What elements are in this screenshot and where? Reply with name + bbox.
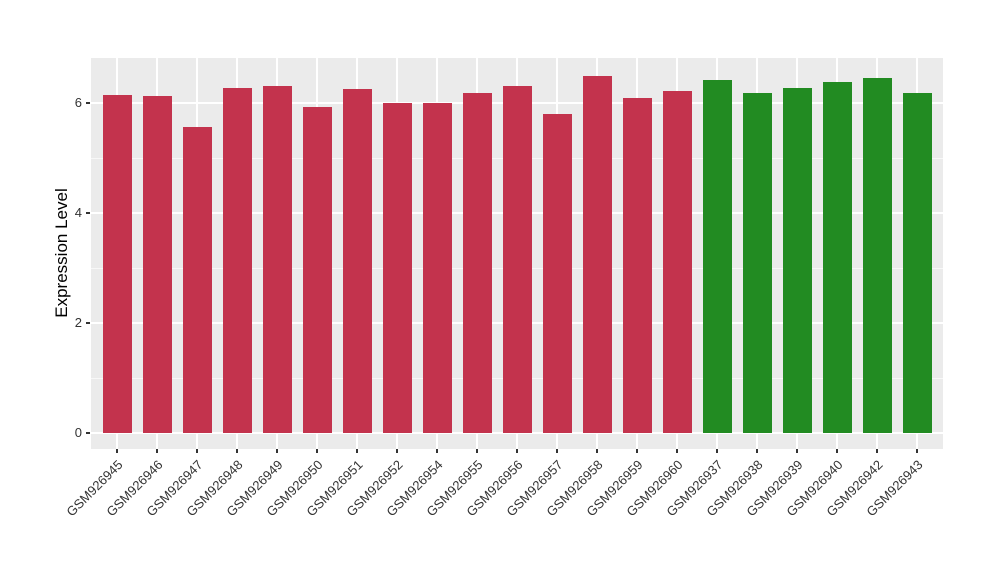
- x-tick-mark: [116, 449, 118, 453]
- x-tick-mark: [356, 449, 358, 453]
- x-tick-mark: [556, 449, 558, 453]
- x-tick-mark: [396, 449, 398, 453]
- y-tick-mark: [86, 322, 90, 324]
- x-tick-mark: [236, 449, 238, 453]
- bar-GSM926948: [222, 88, 252, 433]
- x-tick-mark: [756, 449, 758, 453]
- x-tick-mark: [156, 449, 158, 453]
- x-tick-mark: [916, 449, 918, 453]
- bar-GSM926947: [182, 126, 212, 433]
- bar-GSM926951: [342, 89, 372, 433]
- bar-GSM926950: [302, 106, 332, 433]
- bar-GSM926954: [422, 103, 452, 433]
- bar-GSM926955: [462, 93, 492, 433]
- bar-GSM926960: [662, 90, 692, 433]
- y-tick-label: 6: [74, 95, 82, 110]
- bar-GSM926957: [542, 114, 572, 433]
- x-tick-mark: [316, 449, 318, 453]
- bar-GSM926952: [382, 103, 412, 433]
- bar-GSM926938: [742, 93, 772, 433]
- y-tick-label: 0: [74, 425, 82, 440]
- y-tick-label: 4: [74, 205, 82, 220]
- bar-GSM926956: [502, 85, 532, 433]
- x-tick-mark: [836, 449, 838, 453]
- y-tick-mark: [86, 212, 90, 214]
- bar-GSM926958: [582, 76, 612, 433]
- bar-GSM926946: [142, 95, 172, 433]
- x-tick-mark: [436, 449, 438, 453]
- x-tick-mark: [716, 449, 718, 453]
- x-tick-mark: [676, 449, 678, 453]
- x-tick-mark: [516, 449, 518, 453]
- major-gridline: [91, 432, 943, 434]
- x-tick-mark: [636, 449, 638, 453]
- bar-GSM926942: [862, 78, 892, 433]
- x-tick-mark: [596, 449, 598, 453]
- bar-GSM926937: [702, 79, 732, 433]
- x-tick-mark: [476, 449, 478, 453]
- bar-GSM926943: [902, 93, 932, 433]
- bar-GSM926949: [262, 85, 292, 433]
- bar-GSM926939: [782, 88, 812, 433]
- plot-panel: [91, 58, 943, 449]
- bar-GSM926940: [822, 82, 852, 433]
- y-tick-mark: [86, 432, 90, 434]
- bar-GSM926945: [102, 94, 132, 433]
- x-tick-mark: [196, 449, 198, 453]
- y-tick-mark: [86, 102, 90, 104]
- x-tick-mark: [796, 449, 798, 453]
- bar-GSM926959: [622, 98, 652, 433]
- x-tick-mark: [276, 449, 278, 453]
- x-tick-mark: [876, 449, 878, 453]
- y-tick-label: 2: [74, 315, 82, 330]
